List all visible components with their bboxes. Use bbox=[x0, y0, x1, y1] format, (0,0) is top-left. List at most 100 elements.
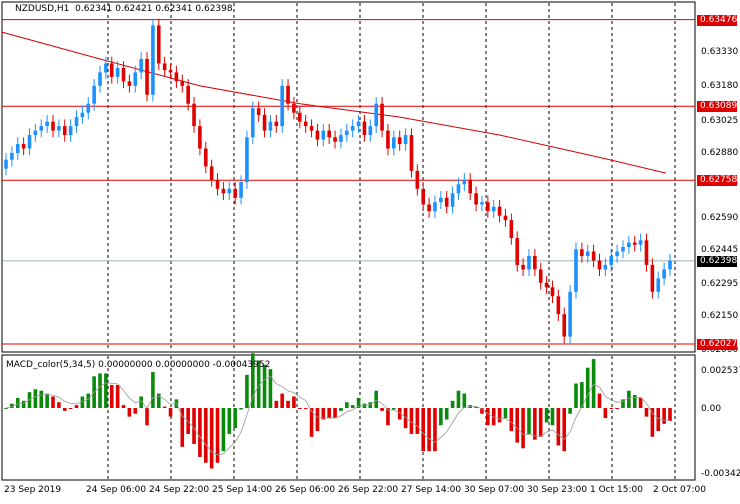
candle-body bbox=[609, 255, 614, 265]
candle-body bbox=[162, 63, 167, 71]
macd-panel-frame bbox=[1, 354, 696, 481]
price-tick-label: 0.62150 bbox=[701, 311, 739, 322]
price-tick-label: 0.62590 bbox=[701, 212, 739, 223]
macd-tick-label: -0.003425 bbox=[701, 469, 740, 479]
macd-bar bbox=[439, 408, 443, 426]
macd-bar bbox=[51, 396, 55, 408]
candle-body bbox=[409, 135, 414, 171]
candle-body bbox=[298, 112, 302, 122]
macd-bar bbox=[433, 408, 437, 452]
candle-body bbox=[127, 81, 132, 86]
macd-bar bbox=[462, 393, 467, 408]
candle-body bbox=[292, 103, 296, 113]
macd-bar bbox=[580, 382, 584, 408]
macd-bar bbox=[491, 408, 496, 426]
candle-body bbox=[356, 121, 361, 127]
macd-bar bbox=[245, 374, 249, 408]
candle-body bbox=[339, 135, 343, 142]
candle-body bbox=[527, 255, 531, 270]
macd-bar bbox=[503, 408, 508, 419]
macd-bar bbox=[133, 408, 138, 414]
macd-bar bbox=[256, 360, 261, 408]
candle-body bbox=[180, 81, 185, 86]
time-tick-label: 27 Sep 14:00 bbox=[401, 485, 462, 495]
time-tick-label: 30 Sep 07:00 bbox=[464, 485, 525, 495]
macd-bar bbox=[403, 408, 408, 429]
macd-bar bbox=[392, 408, 396, 410]
time-tick-label: 30 Sep 23:00 bbox=[527, 485, 588, 495]
macd-bar bbox=[591, 359, 596, 408]
macd-signal-line bbox=[5, 375, 671, 456]
candle-body bbox=[221, 188, 226, 194]
macd-bar bbox=[10, 403, 14, 408]
candle-body bbox=[115, 67, 120, 77]
candle-body bbox=[256, 108, 261, 115]
price-tick-label: 0.63025 bbox=[701, 115, 739, 126]
candle-body bbox=[215, 179, 220, 189]
candle-body bbox=[286, 85, 290, 104]
macd-bar bbox=[509, 408, 514, 432]
macd-bar bbox=[574, 383, 578, 408]
candle-body bbox=[33, 130, 38, 136]
candle-body bbox=[374, 103, 378, 127]
candle-body bbox=[45, 121, 49, 127]
macd-bar bbox=[286, 400, 290, 408]
candle-body bbox=[174, 72, 179, 82]
candle-body bbox=[15, 144, 20, 153]
candle-body bbox=[121, 67, 126, 82]
candle-body bbox=[268, 121, 273, 131]
macd-bar bbox=[609, 408, 614, 409]
macd-bar bbox=[333, 408, 337, 419]
candle-body bbox=[591, 251, 596, 261]
macd-bar bbox=[4, 408, 8, 409]
candle-body bbox=[345, 130, 349, 136]
macd-bar bbox=[156, 393, 161, 408]
price-tick-label: 0.63330 bbox=[701, 47, 739, 58]
symbol-label: NZDUSD,H1 bbox=[15, 4, 70, 14]
candle-body bbox=[538, 269, 543, 283]
macd-bar bbox=[585, 367, 590, 408]
macd-bar bbox=[192, 408, 196, 444]
macd-bar bbox=[339, 408, 343, 411]
candle-body bbox=[403, 135, 408, 145]
macd-bar bbox=[145, 408, 149, 426]
candle-body bbox=[4, 159, 8, 169]
candle-body bbox=[62, 126, 67, 136]
macd-bar bbox=[315, 408, 320, 432]
macd-bar bbox=[268, 369, 273, 408]
macd-bar bbox=[21, 400, 26, 408]
candle-body bbox=[574, 249, 578, 292]
macd-bar bbox=[15, 397, 20, 408]
candle-body bbox=[156, 25, 161, 64]
level-label: 0.63476 bbox=[697, 14, 737, 26]
macd-bar bbox=[209, 408, 214, 469]
macd-bar bbox=[650, 408, 655, 437]
macd-bar bbox=[139, 396, 143, 408]
candle-body bbox=[233, 188, 237, 198]
macd-bar bbox=[221, 408, 226, 452]
level-label: 0.62758 bbox=[697, 175, 737, 187]
candle-body bbox=[568, 291, 572, 337]
candle-body bbox=[427, 204, 431, 212]
macd-bar bbox=[74, 405, 79, 408]
macd-bar bbox=[168, 408, 173, 417]
macd-bar bbox=[544, 408, 549, 423]
macd-bar bbox=[515, 408, 520, 443]
price-tick-label: 0.62295 bbox=[701, 278, 739, 289]
candle-body bbox=[439, 197, 443, 203]
candle-body bbox=[509, 220, 514, 239]
macd-bar bbox=[327, 408, 331, 419]
candle-body bbox=[444, 197, 449, 207]
macd-bar bbox=[562, 408, 567, 452]
time-tick-label: 24 Sep 06:00 bbox=[86, 485, 147, 495]
macd-bar bbox=[527, 408, 531, 434]
price-panel-frame bbox=[1, 1, 696, 353]
ohlc-label: 0.62341 0.62421 0.62341 0.62398 bbox=[75, 4, 233, 14]
candle-body bbox=[74, 117, 79, 127]
macd-bar bbox=[274, 400, 279, 408]
macd-bar bbox=[98, 373, 102, 408]
candle-body bbox=[245, 137, 249, 183]
candle-body bbox=[597, 260, 602, 270]
